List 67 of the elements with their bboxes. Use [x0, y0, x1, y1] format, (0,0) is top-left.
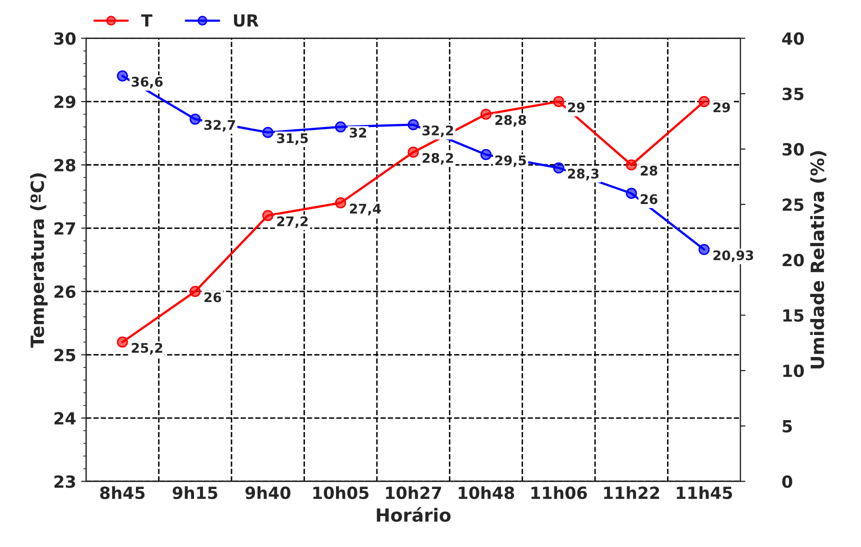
data-label: 27,4: [350, 204, 381, 216]
data-label: 28,2: [422, 153, 454, 165]
y-tick-label: 26: [54, 285, 76, 298]
point: [480, 149, 492, 160]
point: [553, 162, 564, 174]
y-axis-title: Temperatura (ºC): [30, 173, 48, 348]
data-label: 27,2: [277, 216, 308, 228]
point: [190, 286, 201, 298]
point: [262, 210, 274, 222]
y2-tick-label: 0: [782, 475, 792, 488]
x-tick-label: 11h22: [604, 486, 660, 499]
legend-label: T: [141, 14, 152, 26]
data-label: 28,8: [495, 115, 526, 127]
data-label: 26: [204, 292, 222, 302]
data-label: 26: [640, 194, 658, 204]
data-label: 32: [350, 128, 366, 138]
point: [698, 244, 710, 256]
x-tick-label: 10h05: [313, 486, 369, 500]
x-tick-label: 9h15: [172, 486, 218, 500]
y2-tick-label: 35: [782, 88, 804, 100]
point: [116, 336, 128, 348]
y2-tick-label: 25: [782, 198, 804, 212]
y-tick-label: 24: [54, 412, 76, 424]
point: [480, 108, 492, 120]
y2-tick-label: 30: [782, 143, 804, 156]
y-tick-label: 27: [54, 222, 76, 235]
data-label: 31,5: [277, 133, 308, 145]
point: [626, 159, 637, 170]
y-tick-label: 28: [54, 158, 76, 172]
x-axis-title: Horário: [376, 507, 451, 522]
y2-tick-label: 15: [783, 309, 804, 322]
point: [335, 197, 346, 208]
data-label: 28: [640, 166, 658, 176]
point: [116, 70, 128, 82]
y-tick-label: 30: [54, 32, 76, 45]
y2-tick-label: 40: [782, 32, 804, 45]
x-tick-label: 11h45: [676, 486, 732, 500]
point: [408, 146, 419, 158]
data-label: 25,2: [132, 342, 162, 355]
x-tick-label: 11h06: [531, 486, 587, 500]
data-label: 20,93: [713, 250, 754, 262]
point: [335, 121, 346, 132]
point: [698, 96, 710, 108]
y-tick-label: 23: [54, 475, 76, 488]
x-tick-label: 9h40: [245, 486, 290, 500]
y2-tick-label: 10: [783, 364, 804, 378]
y-tick-label: 29: [54, 96, 76, 108]
y2-tick-label: 5: [782, 420, 792, 433]
data-label: 32,2: [422, 125, 454, 138]
data-label: 32,7: [204, 120, 235, 132]
legend-label: UR: [234, 14, 259, 27]
data-label: 29,5: [495, 155, 526, 168]
x-tick-label: 10h48: [458, 486, 514, 500]
y2-tick-label: 20: [782, 254, 804, 266]
x-tick-label: 10h27: [386, 486, 442, 500]
point: [626, 188, 637, 199]
y2-axis-title: Umidade Relativa (%): [810, 151, 826, 368]
data-label: 36,6: [132, 76, 163, 88]
data-label: 29: [713, 102, 730, 112]
x-tick-label: 8h45: [100, 486, 145, 500]
data-label: 29: [568, 102, 585, 112]
point: [190, 114, 201, 125]
y-tick-label: 25: [54, 348, 76, 362]
point: [553, 96, 564, 108]
data-label: 28,3: [568, 168, 599, 180]
point: [262, 126, 274, 138]
point: [408, 119, 419, 130]
